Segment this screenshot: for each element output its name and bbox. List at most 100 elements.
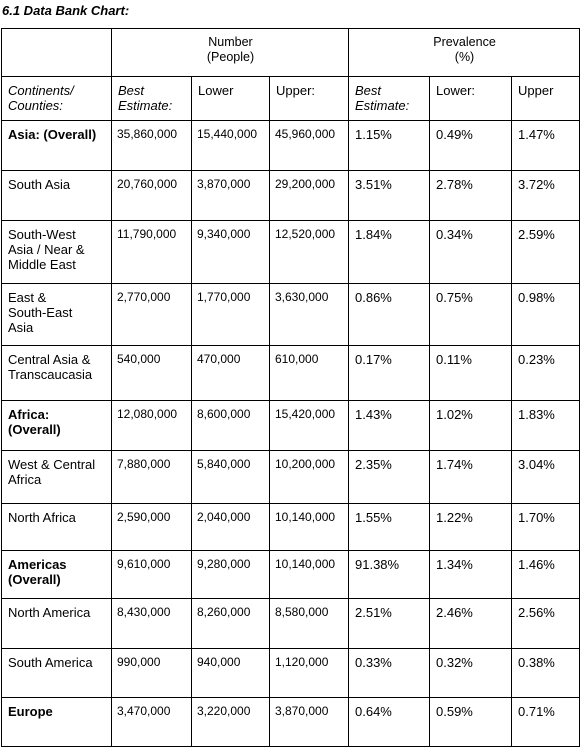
data-cell: 0.34% bbox=[429, 220, 512, 284]
row-label: Asia: (Overall) bbox=[1, 120, 112, 171]
data-cell: 0.38% bbox=[510, 648, 581, 698]
column-header: Lower bbox=[191, 76, 270, 121]
data-cell: 9,610,000 bbox=[111, 550, 192, 599]
column-header: Upper bbox=[510, 76, 581, 121]
row-label: East & South-East Asia bbox=[1, 283, 112, 346]
data-cell: 1.47% bbox=[510, 120, 581, 171]
column-header: Lower: bbox=[429, 76, 512, 121]
data-cell: 1.55% bbox=[348, 503, 430, 551]
row-label: Africa: (Overall) bbox=[1, 400, 112, 451]
data-cell: 1.83% bbox=[510, 400, 581, 451]
page-title: 6.1 Data Bank Chart: bbox=[2, 3, 130, 18]
column-header: Best Estimate: bbox=[348, 76, 430, 121]
data-cell: 0.49% bbox=[429, 120, 512, 171]
data-row: Asia: (Overall) 35,860,000 15,440,000 45,96… bbox=[1, 120, 581, 171]
data-cell: 15,440,000 bbox=[191, 120, 270, 171]
data-row: North Africa 2,590,000 2,040,000 10,140,000… bbox=[1, 503, 581, 551]
data-cell: 12,080,000 bbox=[111, 400, 192, 451]
data-row: South Asia 20,760,000 3,870,000 29,200,000 3… bbox=[1, 170, 581, 221]
data-cell: 1,120,000 bbox=[269, 648, 349, 698]
data-cell: 1.34% bbox=[429, 550, 512, 599]
row-label: Central Asia & Transcaucasia bbox=[1, 345, 112, 401]
data-cell: 3.51% bbox=[348, 170, 430, 221]
data-cell: 2.35% bbox=[348, 450, 430, 504]
data-cell: 1.70% bbox=[510, 503, 581, 551]
header-cell bbox=[1, 28, 112, 77]
data-cell: 1.84% bbox=[348, 220, 430, 284]
page: 6.1 Data Bank Chart: Number (People) Prev… bbox=[1, 3, 581, 747]
data-cell: 9,280,000 bbox=[191, 550, 270, 599]
row-label: West & Central Africa bbox=[1, 450, 112, 504]
data-cell: 2,770,000 bbox=[111, 283, 192, 346]
data-cell: 9,340,000 bbox=[191, 220, 270, 284]
data-cell: 1.15% bbox=[348, 120, 430, 171]
data-cell: 610,000 bbox=[269, 345, 349, 401]
data-row: Europe 3,470,000 3,220,000 3,870,000 0.64% 0.… bbox=[1, 697, 581, 747]
data-cell: 29,200,000 bbox=[269, 170, 349, 221]
data-cell: 1,770,000 bbox=[191, 283, 270, 346]
data-cell: 11,790,000 bbox=[111, 220, 192, 284]
data-cell: 2.46% bbox=[429, 598, 512, 649]
data-cell: 2,040,000 bbox=[191, 503, 270, 551]
data-cell: 1.46% bbox=[510, 550, 581, 599]
data-cell: 8,430,000 bbox=[111, 598, 192, 649]
data-cell: 940,000 bbox=[191, 648, 270, 698]
data-cell: 0.23% bbox=[510, 345, 581, 401]
data-row: East & South-East Asia 2,770,000 1,770,000… bbox=[1, 283, 581, 346]
data-cell: 0.86% bbox=[348, 283, 430, 346]
data-cell: 1.02% bbox=[429, 400, 512, 451]
data-cell: 0.75% bbox=[429, 283, 512, 346]
data-cell: 3.72% bbox=[510, 170, 581, 221]
data-cell: 20,760,000 bbox=[111, 170, 192, 221]
data-cell: 1.22% bbox=[429, 503, 512, 551]
data-cell: 2,590,000 bbox=[111, 503, 192, 551]
group-header: Number (People) bbox=[111, 28, 349, 77]
header-row: Number (People) Prevalence (%) bbox=[1, 28, 581, 77]
data-cell: 2.78% bbox=[429, 170, 512, 221]
data-cell: 7,880,000 bbox=[111, 450, 192, 504]
data-row: Central Asia & Transcaucasia 540,000 470,0… bbox=[1, 345, 581, 401]
row-label: North America bbox=[1, 598, 112, 649]
data-cell: 0.33% bbox=[348, 648, 430, 698]
data-cell: 5,840,000 bbox=[191, 450, 270, 504]
data-cell: 0.64% bbox=[348, 697, 430, 747]
row-label: North Africa bbox=[1, 503, 112, 551]
data-cell: 990,000 bbox=[111, 648, 192, 698]
data-cell: 8,260,000 bbox=[191, 598, 270, 649]
column-header: Best Estimate: bbox=[111, 76, 192, 121]
row-label: South Asia bbox=[1, 170, 112, 221]
data-table: Number (People) Prevalence (%) Continents/… bbox=[1, 28, 581, 747]
data-cell: 1.74% bbox=[429, 450, 512, 504]
row-label: Americas (Overall) bbox=[1, 550, 112, 599]
row-label: Europe bbox=[1, 697, 112, 747]
row-label: South America bbox=[1, 648, 112, 698]
data-cell: 3.04% bbox=[510, 450, 581, 504]
data-cell: 35,860,000 bbox=[111, 120, 192, 171]
data-cell: 12,520,000 bbox=[269, 220, 349, 284]
data-cell: 3,630,000 bbox=[269, 283, 349, 346]
data-cell: 0.32% bbox=[429, 648, 512, 698]
header-row: Continents/ Counties: Best Estimate: Lower… bbox=[1, 76, 581, 121]
data-row: Americas (Overall) 9,610,000 9,280,000 10,1… bbox=[1, 550, 581, 599]
data-cell: 0.11% bbox=[429, 345, 512, 401]
data-cell: 2.56% bbox=[510, 598, 581, 649]
data-row: South-West Asia / Near & Middle East 11,7… bbox=[1, 220, 581, 284]
data-row: Africa: (Overall) 12,080,000 8,600,000 15,4… bbox=[1, 400, 581, 451]
data-cell: 0.59% bbox=[429, 697, 512, 747]
data-cell: 2.51% bbox=[348, 598, 430, 649]
data-cell: 540,000 bbox=[111, 345, 192, 401]
data-cell: 45,960,000 bbox=[269, 120, 349, 171]
data-cell: 3,470,000 bbox=[111, 697, 192, 747]
data-cell: 3,870,000 bbox=[191, 170, 270, 221]
column-header: Continents/ Counties: bbox=[1, 76, 112, 121]
data-cell: 2.59% bbox=[510, 220, 581, 284]
data-cell: 0.98% bbox=[510, 283, 581, 346]
data-cell: 10,140,000 bbox=[269, 503, 349, 551]
data-cell: 0.17% bbox=[348, 345, 430, 401]
data-cell: 10,200,000 bbox=[269, 450, 349, 504]
group-header: Prevalence (%) bbox=[347, 28, 581, 77]
row-label: South-West Asia / Near & Middle East bbox=[1, 220, 112, 284]
data-row: North America 8,430,000 8,260,000 8,580,000… bbox=[1, 598, 581, 649]
data-cell: 3,220,000 bbox=[191, 697, 270, 747]
data-cell: 470,000 bbox=[191, 345, 270, 401]
